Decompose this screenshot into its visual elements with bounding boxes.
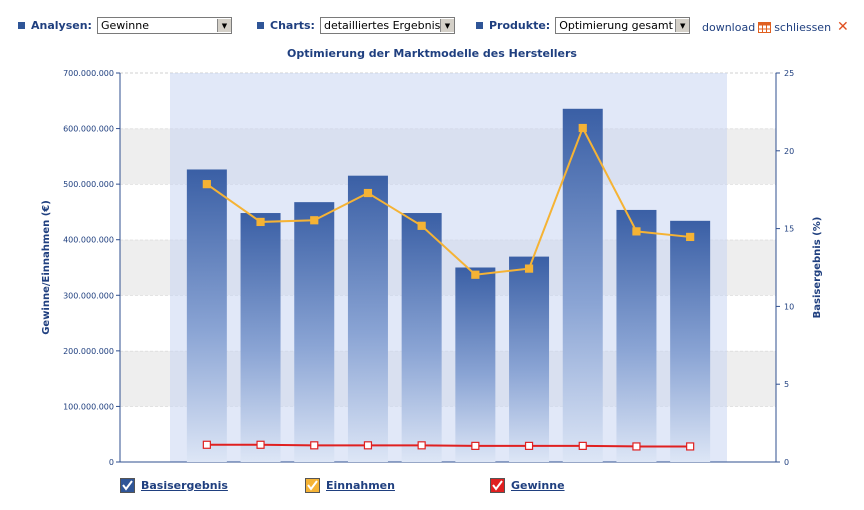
gewinne-point	[632, 442, 641, 451]
bar-basisergebnis	[240, 213, 281, 462]
checkbox-checked-icon[interactable]	[490, 478, 505, 493]
y-tick-label-left: 500.000.000	[63, 180, 114, 189]
produkte-control: Produkte: Optimierung gesamt ▼	[476, 17, 691, 34]
legend-item-gewinne[interactable]: Gewinne	[490, 478, 565, 493]
einnahmen-point	[471, 270, 480, 279]
einnahmen-line	[206, 125, 691, 276]
bar-basisergebnis	[509, 256, 550, 462]
close-link[interactable]: schliessen	[774, 20, 832, 34]
gewinne-point	[417, 441, 426, 450]
gewinne-point	[256, 440, 265, 449]
gewinne-point	[363, 441, 373, 450]
legend-label[interactable]: Einnahmen	[326, 479, 395, 492]
einnahmen-point	[202, 180, 211, 189]
y-tick-label-right: 10	[784, 302, 794, 311]
gewinne-point	[578, 441, 587, 450]
y-tick-label-left: 100.000.000	[63, 402, 114, 411]
checkbox-checked-icon[interactable]	[120, 478, 135, 493]
produkte-select-value: Optimierung gesamt	[559, 19, 673, 32]
charts-label: Charts:	[270, 19, 315, 32]
bar-basisergebnis	[347, 175, 388, 463]
toolbar: Analysen: Gewinne ▼ Charts: detaillierte…	[0, 0, 864, 50]
gewinne-point	[471, 441, 480, 450]
bullet-icon	[257, 22, 264, 29]
legend-label[interactable]: Basisergebnis	[141, 479, 228, 492]
charts-select-value: detailliertes Ergebnis	[323, 19, 440, 32]
y-axis-title-left: Gewinne/Einnahmen (€)	[41, 200, 52, 335]
y-tick-label-left: 300.000.000	[63, 291, 114, 300]
einnahmen-point	[632, 227, 641, 236]
charts-control: Charts: detailliertes Ergebnis ▼	[257, 17, 455, 34]
legend-label[interactable]: Gewinne	[511, 479, 565, 492]
bar-basisergebnis	[401, 213, 442, 462]
bar-basisergebnis	[294, 202, 335, 462]
y-tick-label-left: 700.000.000	[63, 69, 114, 78]
y-tick-label-right: 15	[784, 225, 794, 234]
bullet-icon	[476, 22, 483, 29]
checkbox-checked-icon[interactable]	[305, 478, 320, 493]
close-icon[interactable]: ✕	[837, 19, 849, 35]
bullet-icon	[18, 22, 25, 29]
analysen-label: Analysen:	[31, 19, 92, 32]
bar-basisergebnis	[670, 220, 711, 462]
y-tick-label-right: 5	[784, 380, 789, 389]
charts-select[interactable]: detailliertes Ergebnis ▼	[319, 17, 455, 34]
top-actions: download schliessen ✕	[702, 19, 849, 35]
einnahmen-point	[417, 221, 426, 230]
produkte-select[interactable]: Optimierung gesamt ▼	[555, 17, 691, 34]
gewinne-point	[202, 440, 211, 449]
einnahmen-point	[256, 217, 265, 227]
chevron-down-icon[interactable]: ▼	[439, 19, 454, 32]
chevron-down-icon[interactable]: ▼	[216, 19, 231, 32]
y-tick-label-left: 400.000.000	[63, 236, 114, 245]
einnahmen-point	[686, 232, 695, 242]
chart-area: Optimierung der Marktmodelle des Herstel…	[0, 40, 864, 480]
gewinne-point	[686, 442, 695, 451]
y-tick-label-left: 0	[109, 458, 114, 467]
einnahmen-point	[310, 216, 319, 225]
gewinne-point	[524, 441, 534, 450]
gewinne-point	[310, 441, 319, 450]
spreadsheet-icon[interactable]	[758, 21, 772, 33]
produkte-label: Produkte:	[489, 19, 551, 32]
analysen-select-value: Gewinne	[100, 19, 150, 32]
analysen-control: Analysen: Gewinne ▼	[18, 17, 232, 34]
y-tick-label-right: 25	[784, 69, 794, 78]
legend-item-basisergebnis[interactable]: Basisergebnis	[120, 478, 228, 493]
bar-basisergebnis	[455, 267, 496, 462]
bar-basisergebnis	[616, 209, 657, 462]
einnahmen-point	[363, 188, 373, 198]
einnahmen-point	[524, 264, 534, 273]
bar-basisergebnis	[562, 108, 603, 463]
y-axis-title-right: Basisergebnis (%)	[812, 217, 823, 319]
legend-item-einnahmen[interactable]: Einnahmen	[305, 478, 395, 493]
einnahmen-point	[578, 123, 587, 133]
chart-title: Optimierung der Marktmodelle des Herstel…	[287, 47, 577, 60]
y-tick-label-left: 200.000.000	[63, 347, 114, 356]
y-tick-label-right: 0	[784, 458, 789, 467]
analysen-select[interactable]: Gewinne ▼	[96, 17, 232, 34]
legend: Basisergebnis Einnahmen Gewinne	[0, 478, 864, 500]
y-tick-label-left: 600.000.000	[63, 125, 114, 134]
chevron-down-icon[interactable]: ▼	[675, 19, 690, 32]
y-tick-label-right: 20	[784, 147, 794, 156]
chart-svg: Optimierung der Marktmodelle des Herstel…	[41, 47, 823, 467]
bar-basisergebnis	[186, 169, 227, 463]
gewinne-line	[206, 443, 691, 448]
download-link[interactable]: download	[702, 20, 756, 34]
